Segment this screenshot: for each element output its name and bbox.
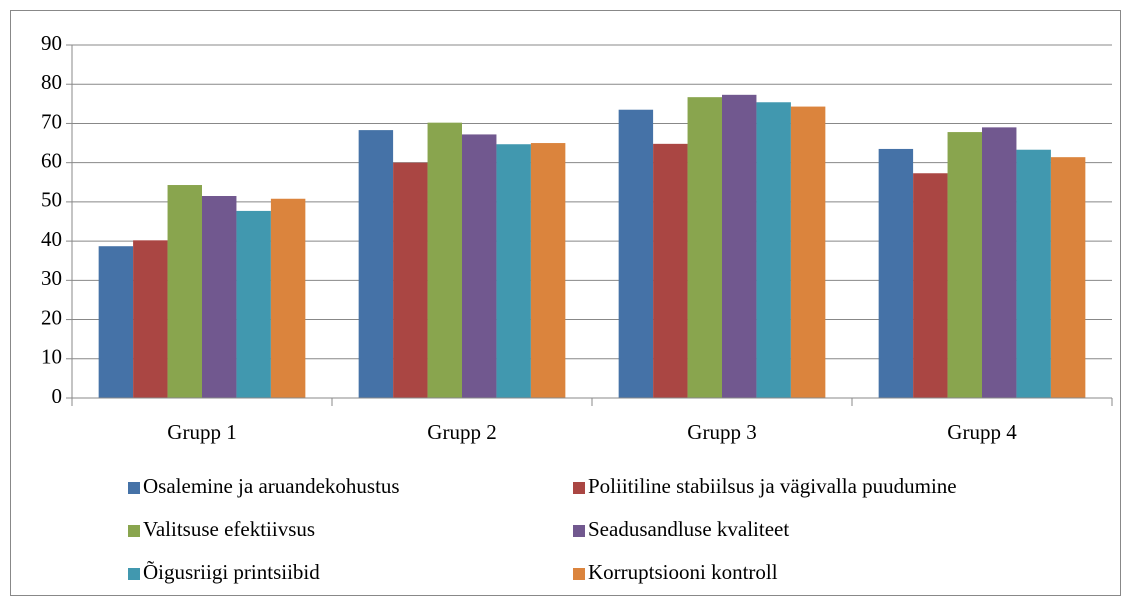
y-tick-label: 10: [41, 345, 62, 369]
y-tick-label: 0: [52, 384, 63, 408]
x-tick-label: Grupp 3: [687, 420, 756, 444]
bar: [687, 97, 722, 398]
legend-label: Seadusandluse kvaliteet: [588, 517, 789, 541]
bar: [722, 94, 757, 398]
bar: [98, 246, 134, 398]
legend-swatch: [128, 482, 140, 494]
y-tick-label: 40: [41, 227, 62, 251]
x-tick-label: Grupp 1: [167, 420, 236, 444]
bar: [167, 185, 202, 398]
bar: [878, 148, 914, 398]
y-tick-label: 30: [41, 266, 62, 290]
y-tick-label: 90: [41, 31, 62, 55]
x-tick-label: Grupp 2: [427, 420, 496, 444]
legend-label: Korruptsiooni kontroll: [588, 560, 778, 584]
bar: [756, 102, 791, 399]
legend-label: Poliitiline stabiilsus ja vägivalla puud…: [588, 474, 957, 498]
bar: [913, 173, 948, 398]
bar: [947, 132, 982, 398]
y-tick-label: 60: [41, 148, 62, 172]
bar: [653, 143, 688, 398]
legend-label: Osalemine ja aruandekohustus: [143, 474, 400, 498]
bar: [496, 144, 531, 398]
bar: [530, 143, 566, 398]
y-tick-label: 50: [41, 188, 62, 212]
legend-swatch: [573, 482, 585, 494]
bar: [1050, 157, 1086, 398]
x-tick-label: Grupp 4: [947, 420, 1017, 444]
bar: [982, 127, 1017, 398]
bar: [427, 122, 462, 398]
y-tick-label: 70: [41, 109, 62, 133]
bar: [1016, 149, 1051, 398]
y-tick-label: 20: [41, 305, 62, 329]
bar: [462, 134, 497, 398]
bar: [618, 109, 654, 398]
bar: [790, 106, 826, 398]
bar: [202, 196, 237, 398]
bar: [133, 240, 168, 398]
bar: [270, 198, 306, 398]
y-tick-label: 80: [41, 70, 62, 94]
legend-swatch: [573, 525, 585, 537]
legend-label: Valitsuse efektiivsus: [143, 517, 315, 541]
bar: [236, 210, 271, 398]
legend-swatch: [128, 568, 140, 580]
bar: [358, 130, 394, 398]
legend-swatch: [128, 525, 140, 537]
legend-swatch: [573, 568, 585, 580]
legend-label: Õigusriigi printsiibid: [143, 560, 320, 584]
bar: [393, 162, 428, 398]
